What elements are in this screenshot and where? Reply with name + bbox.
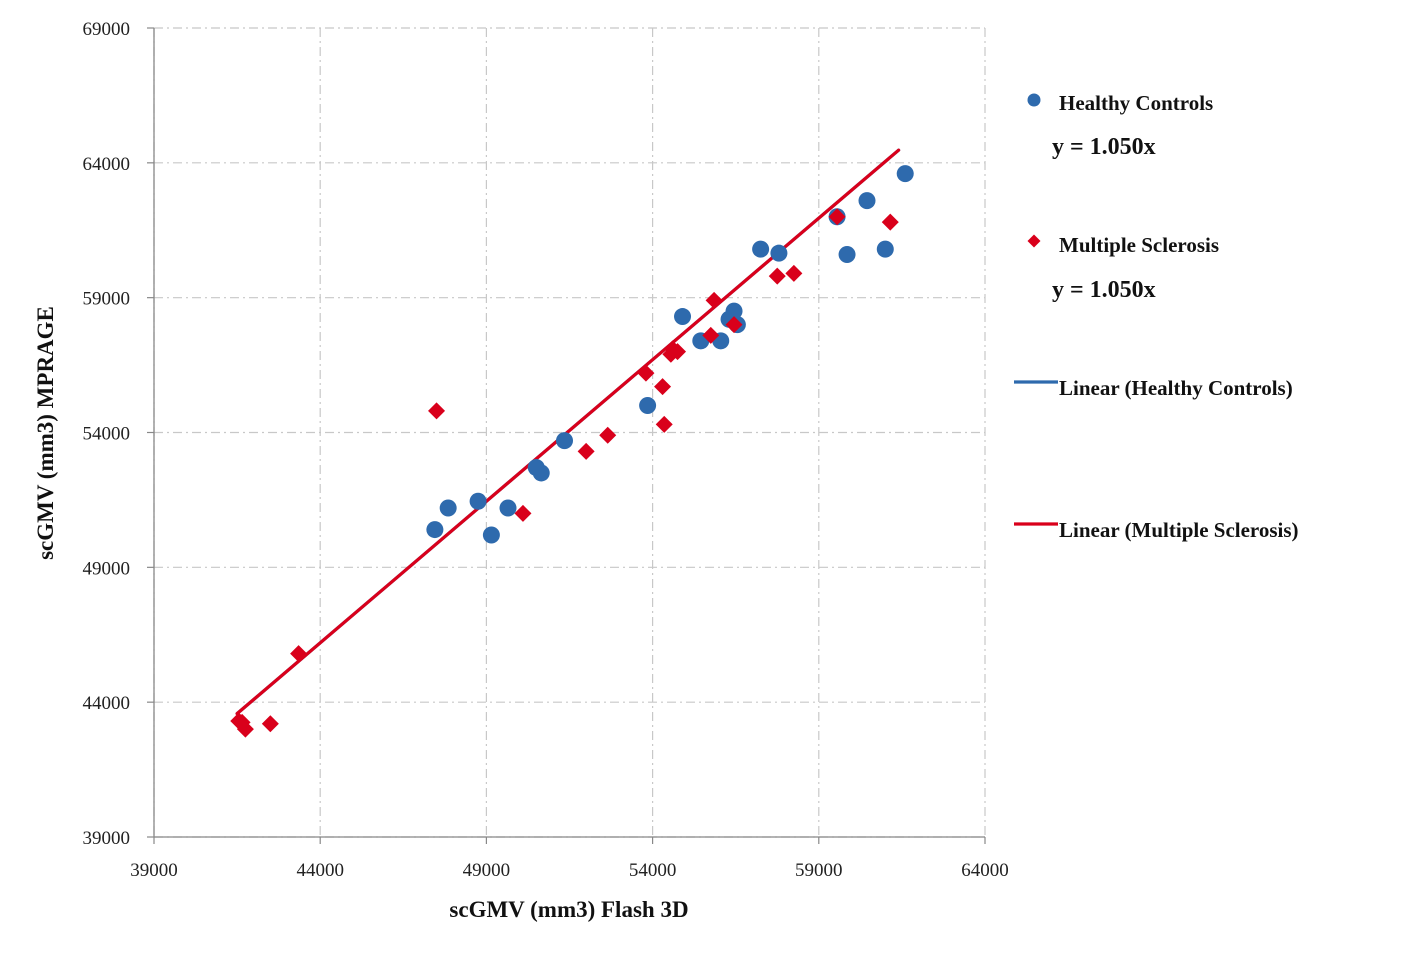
legend-label-healthy-controls: Healthy Controls xyxy=(1059,91,1213,115)
x-tick-label: 54000 xyxy=(629,860,677,881)
point-multiple-sclerosis xyxy=(768,267,786,285)
point-multiple-sclerosis xyxy=(881,213,899,231)
point-healthy-controls xyxy=(469,492,487,510)
point-healthy-controls xyxy=(556,432,574,450)
point-healthy-controls xyxy=(532,464,550,482)
x-axis-title: scGMV (mm3) Flash 3D xyxy=(449,897,688,922)
point-healthy-controls xyxy=(482,526,500,544)
trendline-linear-multiple-sclerosis xyxy=(235,148,901,716)
point-healthy-controls xyxy=(858,192,876,210)
y-tick-label: 54000 xyxy=(83,424,131,445)
legend-label-multiple-sclerosis: Multiple Sclerosis xyxy=(1059,233,1219,257)
point-healthy-controls xyxy=(752,240,770,258)
point-healthy-controls xyxy=(439,499,457,517)
tick-labels: 39000 44000 49000 54000 59000 64000 39000 44000… xyxy=(83,19,1009,881)
legend: Healthy Controls y = 1.050x Multiple Scler… xyxy=(1014,91,1299,542)
point-multiple-sclerosis xyxy=(654,378,672,396)
legend-marker-healthy-controls xyxy=(1027,93,1041,107)
point-multiple-sclerosis xyxy=(669,343,687,361)
y-tick-label: 69000 xyxy=(83,19,131,40)
point-multiple-sclerosis xyxy=(702,326,720,344)
legend-label-linear-healthy-controls: Linear (Healthy Controls) xyxy=(1059,376,1293,400)
point-multiple-sclerosis xyxy=(725,316,743,334)
legend-equation-multiple-sclerosis: y = 1.050x xyxy=(1052,277,1156,303)
point-healthy-controls xyxy=(639,397,657,415)
point-multiple-sclerosis xyxy=(637,364,655,382)
point-healthy-controls xyxy=(896,165,914,183)
point-multiple-sclerosis xyxy=(785,264,803,282)
point-multiple-sclerosis xyxy=(261,715,279,733)
legend-equation-healthy-controls: y = 1.050x xyxy=(1052,134,1156,160)
point-multiple-sclerosis xyxy=(236,720,254,738)
point-healthy-controls xyxy=(426,521,444,539)
point-multiple-sclerosis xyxy=(514,504,532,522)
point-healthy-controls xyxy=(876,240,894,258)
point-multiple-sclerosis xyxy=(655,415,673,433)
x-tick-label: 39000 xyxy=(130,860,178,881)
y-axis-title: scGMV (mm3) MPRAGE xyxy=(33,306,58,560)
legend-marker-multiple-sclerosis xyxy=(1027,234,1041,248)
point-multiple-sclerosis xyxy=(290,645,308,663)
point-healthy-controls xyxy=(838,246,856,264)
y-tick-label: 64000 xyxy=(83,154,131,175)
x-tick-label: 44000 xyxy=(296,860,344,881)
point-healthy-controls xyxy=(499,499,517,517)
x-tick-label: 49000 xyxy=(463,860,511,881)
x-tick-label: 59000 xyxy=(795,860,843,881)
legend-label-linear-multiple-sclerosis: Linear (Multiple Sclerosis) xyxy=(1059,518,1299,542)
y-tick-label: 44000 xyxy=(83,693,131,714)
point-multiple-sclerosis xyxy=(828,208,846,226)
point-multiple-sclerosis xyxy=(599,426,617,444)
point-healthy-controls xyxy=(674,308,692,326)
trendlines xyxy=(235,148,901,716)
y-tick-label: 59000 xyxy=(83,289,131,310)
x-tick-label: 64000 xyxy=(961,860,1009,881)
y-tick-label: 39000 xyxy=(83,828,131,849)
point-multiple-sclerosis xyxy=(577,442,595,460)
point-multiple-sclerosis xyxy=(705,291,723,309)
data-points xyxy=(230,165,914,738)
y-tick-label: 49000 xyxy=(83,558,131,579)
point-multiple-sclerosis xyxy=(428,402,446,420)
point-healthy-controls xyxy=(770,244,788,262)
